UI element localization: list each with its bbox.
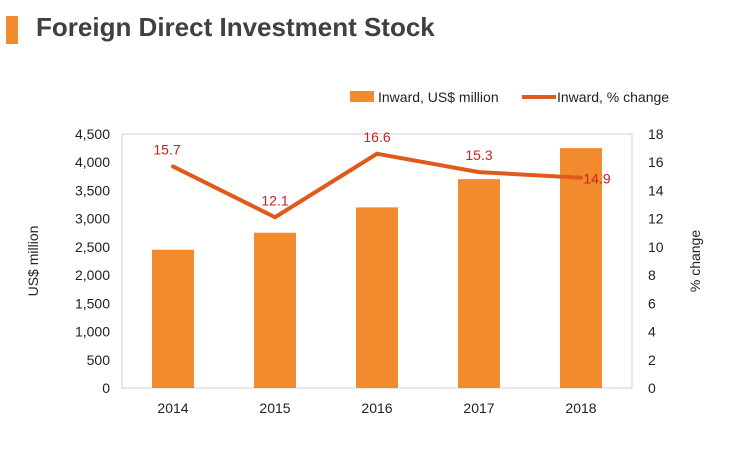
bar bbox=[356, 207, 398, 388]
legend-swatch-bar bbox=[350, 91, 374, 102]
y-tick-label: 4,500 bbox=[75, 126, 110, 142]
y2-tick-label: 2 bbox=[648, 352, 656, 368]
y-axis-title: US$ million bbox=[25, 226, 41, 297]
y-tick-label: 2,500 bbox=[75, 239, 110, 255]
y-tick-label: 0 bbox=[102, 380, 110, 396]
line-data-label: 15.7 bbox=[153, 141, 180, 157]
y2-tick-label: 16 bbox=[648, 154, 664, 170]
y2-tick-label: 0 bbox=[648, 380, 656, 396]
line-data-label: 14.9 bbox=[583, 171, 610, 187]
y2-tick-label: 10 bbox=[648, 239, 664, 255]
y-tick-label: 1,500 bbox=[75, 295, 110, 311]
x-tick-label: 2015 bbox=[259, 400, 290, 416]
y2-tick-label: 6 bbox=[648, 295, 656, 311]
y-tick-label: 4,000 bbox=[75, 154, 110, 170]
line-data-label: 15.3 bbox=[465, 147, 492, 163]
x-tick-label: 2018 bbox=[565, 400, 596, 416]
y2-tick-label: 18 bbox=[648, 126, 664, 142]
y2-tick-label: 12 bbox=[648, 211, 664, 227]
y2-tick-label: 8 bbox=[648, 267, 656, 283]
title-accent-bar bbox=[6, 16, 18, 44]
y2-tick-label: 14 bbox=[648, 182, 664, 198]
x-tick-label: 2016 bbox=[361, 400, 392, 416]
line-data-label: 16.6 bbox=[363, 129, 390, 145]
line-data-label: 12.1 bbox=[261, 192, 288, 208]
bar bbox=[152, 249, 194, 388]
y-tick-label: 3,000 bbox=[75, 211, 110, 227]
y-tick-label: 1,000 bbox=[75, 324, 110, 340]
legend-label-line: Inward, % change bbox=[557, 89, 669, 105]
y2-axis-title: % change bbox=[687, 230, 703, 292]
x-tick-label: 2017 bbox=[463, 400, 494, 416]
bar bbox=[458, 179, 500, 388]
line-point bbox=[375, 151, 379, 156]
bar bbox=[254, 232, 296, 388]
y-tick-label: 2,000 bbox=[75, 267, 110, 283]
x-tick-label: 2014 bbox=[157, 400, 188, 416]
line-point bbox=[273, 215, 277, 220]
line-point bbox=[171, 164, 175, 169]
y-tick-label: 3,500 bbox=[75, 182, 110, 198]
y2-tick-label: 4 bbox=[648, 324, 656, 340]
bar bbox=[560, 148, 602, 388]
legend-label-bar: Inward, US$ million bbox=[378, 89, 499, 105]
line-point bbox=[579, 175, 583, 180]
line-point bbox=[477, 170, 481, 175]
y-tick-label: 500 bbox=[87, 352, 111, 368]
page-title: Foreign Direct Investment Stock bbox=[36, 12, 435, 42]
